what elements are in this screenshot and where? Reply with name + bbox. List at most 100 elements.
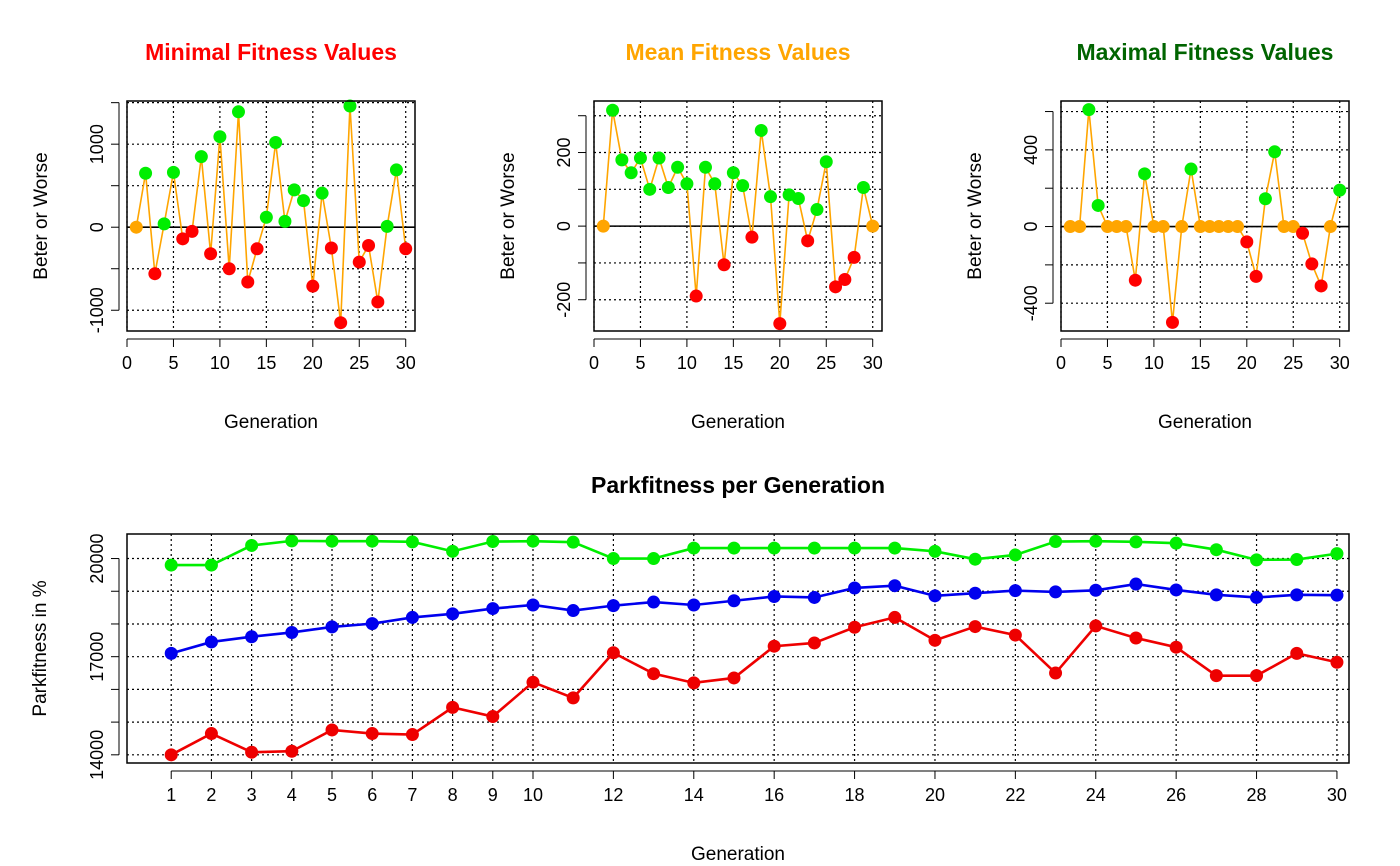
park-y-tick-label: 14000 [87,730,107,780]
park-x-tick-label: 2 [206,785,216,805]
mean-point [801,234,815,248]
max-x-axis-title: Generation [1158,412,1252,433]
min-x-axis-title: Generation [224,412,318,433]
min-point [250,242,264,256]
park-max-point [526,534,540,548]
min-point [231,105,245,119]
park-max-point [405,535,419,549]
max-y-axis: -400 0 400 [1021,111,1054,321]
park-max-point [204,558,218,572]
park-mean-point [1129,577,1143,591]
mean-point [810,203,824,217]
min-chart-title: Minimal Fitness Values [145,39,397,65]
min-x-tick-label: 30 [396,353,416,373]
mean-point [829,280,843,294]
min-point [166,165,180,179]
park-mean-point [1290,588,1304,602]
min-point [194,150,208,164]
min-point [139,166,153,180]
mean-point [652,151,666,165]
park-min-point [204,727,218,741]
minimal-fitness-panel: Minimal Fitness Values 0 5 10 15 20 25 30 -1000 0… [31,39,416,433]
park-mean-point [526,598,540,612]
park-max-point [285,534,299,548]
park-mean-point [968,586,982,600]
max-point [1305,257,1319,271]
mean-point [624,166,638,180]
park-mean-point [204,635,218,649]
min-x-tick-label: 25 [349,353,369,373]
park-min-point [807,636,821,650]
park-min-point [968,620,982,634]
park-x-tick-label: 12 [603,785,623,805]
mean-y-tick-label: -200 [554,282,574,318]
min-point [176,232,190,246]
mean-point [773,317,787,331]
mean-point [819,155,833,169]
park-min-point [245,745,259,759]
max-point [1147,220,1161,234]
park-min-point [1209,669,1223,683]
max-point [1175,220,1189,234]
park-y-axis-title: Parkfitness in % [30,580,51,716]
park-plot-frame [126,533,1350,764]
park-x-tick-label: 24 [1086,785,1106,805]
min-point [315,186,329,200]
park-mean-point [727,594,741,608]
park-mean-point [245,630,259,644]
max-point [1138,167,1152,181]
min-point [204,247,218,261]
mean-point [717,258,731,272]
park-mean-point [1049,585,1063,599]
max-chart-title: Maximal Fitness Values [1077,39,1334,65]
min-x-tick-label: 5 [168,353,178,373]
min-y-tick-label: -1000 [87,287,107,333]
park-mean-point [285,625,299,639]
mean-x-tick-label: 20 [770,353,790,373]
min-plot-frame [126,100,416,332]
mean-point [856,180,870,194]
park-x-tick-label: 4 [287,785,297,805]
max-x-tick-label: 30 [1330,353,1350,373]
park-max-point [446,544,460,558]
park-x-tick-label: 5 [327,785,337,805]
max-point [1277,220,1291,234]
park-mean-point [807,590,821,604]
park-min-point [1008,628,1022,642]
max-x-axis: 0 5 10 15 20 25 30 [1056,338,1350,373]
park-min-point [1169,640,1183,654]
park-x-tick-label: 3 [247,785,257,805]
park-x-tick-label: 8 [448,785,458,805]
park-x-tick-label: 1 [166,785,176,805]
park-mean-point [687,598,701,612]
park-max-point [164,558,178,572]
min-point [259,210,273,224]
park-max-point [1129,535,1143,549]
park-mean-point [1169,583,1183,597]
max-x-tick-label: 5 [1102,353,1112,373]
mean-point [643,182,657,196]
park-min-series-line [170,616,1338,756]
max-point [1082,103,1096,117]
park-max-point [566,535,580,549]
park-min-point [446,700,460,714]
park-min-point [928,633,942,647]
min-x-tick-label: 0 [122,353,132,373]
max-point [1063,220,1077,234]
min-y-tick-label: 0 [87,222,107,232]
park-min-point [365,727,379,741]
park-mean-point [1250,590,1264,604]
park-mean-point [1089,583,1103,597]
mean-point [633,151,647,165]
mean-point [661,180,675,194]
min-point [399,242,413,256]
min-point [324,241,338,255]
park-y-tick-label: 17000 [87,632,107,682]
park-mean-point [928,589,942,603]
mean-point [708,177,722,191]
park-max-point [1049,535,1063,549]
max-series-line [1070,109,1341,323]
mean-x-tick-label: 5 [635,353,645,373]
park-min-point [1089,619,1103,633]
